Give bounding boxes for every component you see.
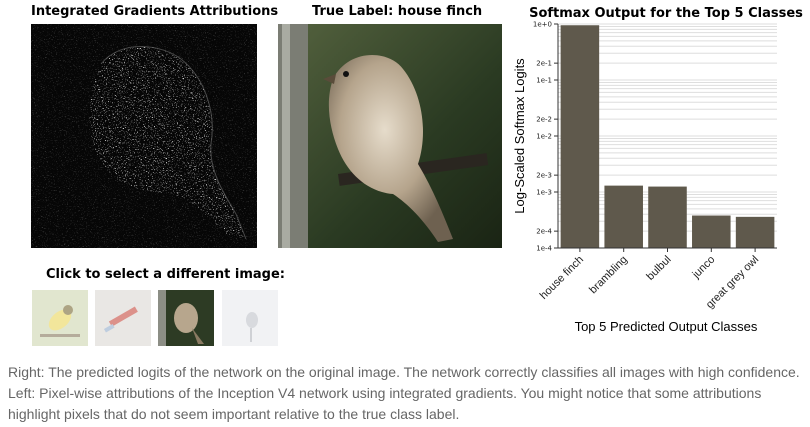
- y-tick-label: 2e-4: [536, 228, 552, 236]
- house-finch-photo: [278, 24, 502, 248]
- x-tick-label: junco: [690, 254, 718, 282]
- softmax-bar-chart: Softmax Output for the Top 5 Classes 1e+…: [512, 6, 803, 334]
- thumb-pen[interactable]: [95, 290, 151, 346]
- thumb-goldfinch[interactable]: [32, 290, 88, 346]
- x-axis-label: Top 5 Predicted Output Classes: [575, 319, 758, 334]
- thumb-snow-bird[interactable]: [222, 290, 278, 346]
- y-tick-label: 1e+0: [533, 21, 552, 29]
- x-tick-label: bulbul: [644, 254, 673, 283]
- y-tick-label: 2e-2: [536, 116, 552, 124]
- attributions-title: Integrated Gradients Attributions: [31, 4, 279, 19]
- chart-title: Softmax Output for the Top 5 Classes: [529, 6, 803, 21]
- y-tick-label: 1e-2: [536, 133, 552, 141]
- bar-brambling: [604, 185, 643, 248]
- y-axis-label: Log-Scaled Softmax Logits: [512, 58, 527, 214]
- x-tick-label: brambling: [587, 254, 630, 297]
- y-tick-label: 1e-1: [536, 77, 552, 85]
- y-axis: 1e+0 2e-1 1e-1 2e-2 1e-2 2e-3 1e-3 2e-4 1e-4: [533, 21, 559, 253]
- chart-bars: [560, 25, 775, 248]
- y-tick-label: 2e-1: [536, 60, 552, 68]
- attribution-map-image: [31, 24, 257, 248]
- thumb-house-finch[interactable]: [158, 290, 214, 346]
- selector-title: Click to select a different image:: [46, 267, 286, 282]
- bar-house-finch: [560, 25, 600, 248]
- bar-junco: [692, 215, 731, 248]
- y-tick-label: 2e-3: [536, 172, 552, 180]
- x-tick-label: house finch: [538, 254, 586, 302]
- y-tick-label: 1e-3: [536, 189, 552, 197]
- bar-great-grey-owl: [735, 216, 775, 248]
- bar-bulbul: [648, 186, 687, 248]
- true-label-title: True Label: house finch: [312, 4, 483, 19]
- figure-caption: Right: The predicted logits of the netwo…: [8, 364, 800, 422]
- y-tick-label: 1e-4: [536, 245, 552, 253]
